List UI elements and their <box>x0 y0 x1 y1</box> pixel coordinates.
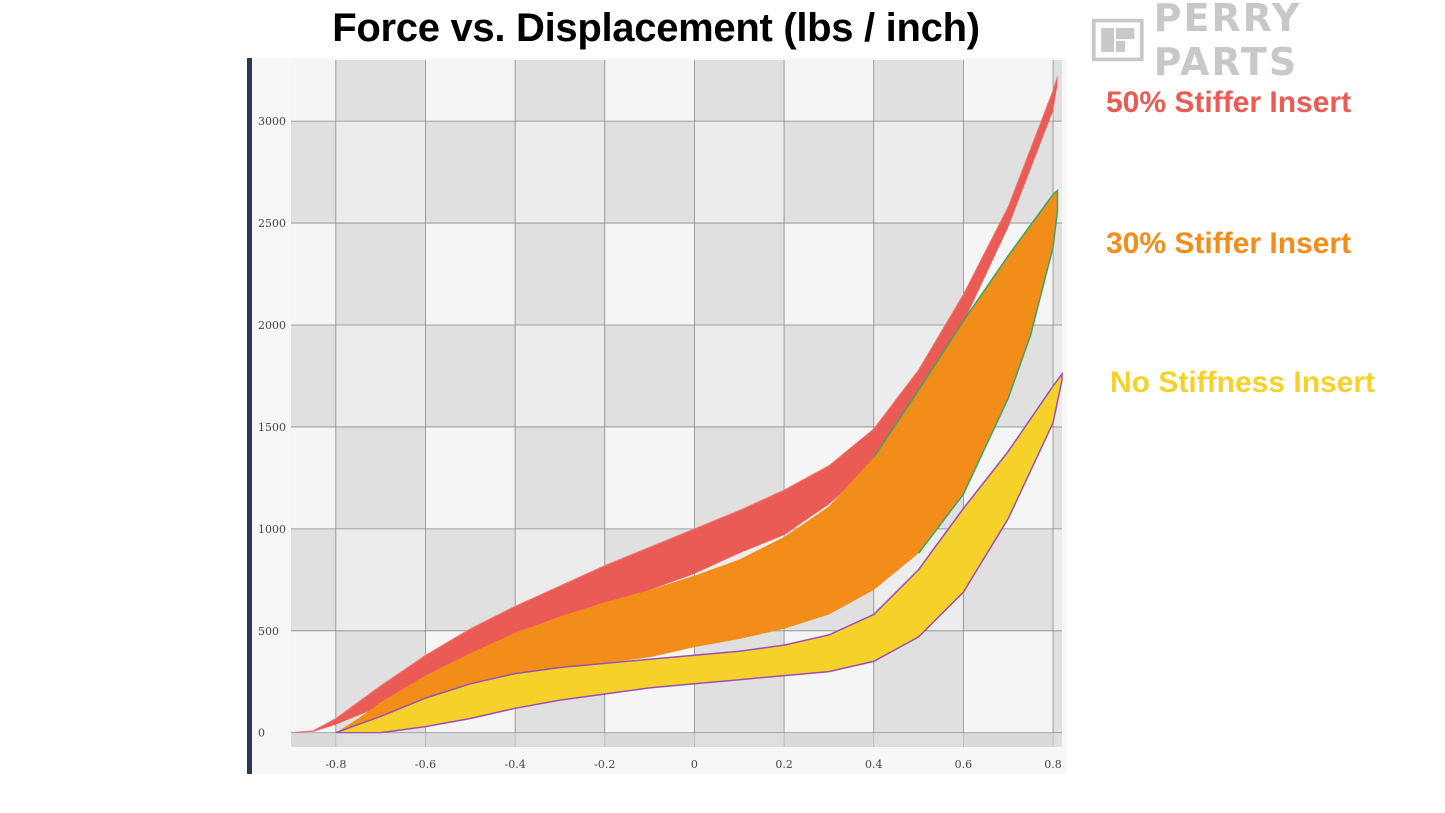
plot-band <box>694 325 785 427</box>
x-tick-label: 0.4 <box>865 758 883 771</box>
plot-band <box>1053 426 1062 529</box>
plot-band <box>1053 60 1062 122</box>
series-50-stiffer-outline <box>290 76 1058 734</box>
series-no-stiffness-area <box>335 373 1062 733</box>
plot-band <box>784 121 874 224</box>
y-tick-label: 2000 <box>258 319 286 332</box>
plot-band <box>291 121 336 224</box>
plot-band <box>425 121 516 224</box>
legend-item-30-stiffer: 30% Stiffer Insert <box>1106 227 1352 260</box>
plot-band <box>694 60 785 122</box>
plot-band <box>604 325 695 427</box>
plot-band <box>335 325 426 427</box>
x-tick-label: 0.2 <box>775 758 793 771</box>
plot-band <box>515 325 605 427</box>
series-30-stiffer-outline <box>873 188 1059 554</box>
legend-item-50-stiffer: 50% Stiffer Insert <box>1106 86 1352 119</box>
chart-left-border <box>247 58 252 774</box>
series-no-stiffness-outline <box>335 371 1063 734</box>
x-tick-label: -0.4 <box>505 758 526 771</box>
plot-band <box>335 528 426 631</box>
plot-band <box>873 223 964 326</box>
series-30-stiffer-area <box>335 190 1058 733</box>
x-tick-label: 0 <box>691 758 698 771</box>
plot-band <box>515 426 605 529</box>
logo-text: PERRY PARTS <box>1153 0 1302 84</box>
x-tick-label: -0.6 <box>415 758 436 771</box>
y-tick-label: 2500 <box>258 217 286 230</box>
plot-band <box>515 60 605 122</box>
plot-band <box>335 60 426 122</box>
perry-parts-logo: PERRY PARTS <box>1092 0 1437 84</box>
y-tick-label: 0 <box>258 727 265 740</box>
plot-band <box>335 121 426 224</box>
y-tick-label: 1000 <box>258 523 286 536</box>
plot-band <box>604 121 695 224</box>
plot-band <box>515 223 605 326</box>
x-axis-band <box>291 733 1062 747</box>
plot-band <box>1053 223 1062 326</box>
plot-band <box>1053 325 1062 427</box>
plot-band <box>1053 630 1062 733</box>
plot-band <box>335 426 426 529</box>
x-tick-label: -0.8 <box>325 758 346 771</box>
plot-band <box>515 121 605 224</box>
plot-band <box>873 60 964 122</box>
x-tick-label: 0.8 <box>1044 758 1062 771</box>
plot-band <box>425 325 516 427</box>
plot-band <box>291 528 336 631</box>
y-tick-label: 500 <box>258 625 279 638</box>
plot-band <box>784 325 874 427</box>
plot-band <box>1053 528 1062 631</box>
plot-band <box>335 223 426 326</box>
plot-band <box>291 325 336 427</box>
y-tick-label: 1500 <box>258 421 286 434</box>
chart-title: Force vs. Displacement (lbs / inch) <box>332 6 980 50</box>
series-50-stiffer-area <box>291 76 1058 733</box>
x-tick-label: -0.2 <box>594 758 615 771</box>
x-tick-label: 0.6 <box>955 758 973 771</box>
legend-item-no-stiffness: No Stiffness Insert <box>1110 366 1376 399</box>
plot-band <box>694 121 785 224</box>
plot-band <box>1053 121 1062 224</box>
perry-parts-logo-icon <box>1092 18 1144 62</box>
plot-band <box>873 121 964 224</box>
plot-band <box>694 223 785 326</box>
y-tick-label: 3000 <box>258 115 286 128</box>
